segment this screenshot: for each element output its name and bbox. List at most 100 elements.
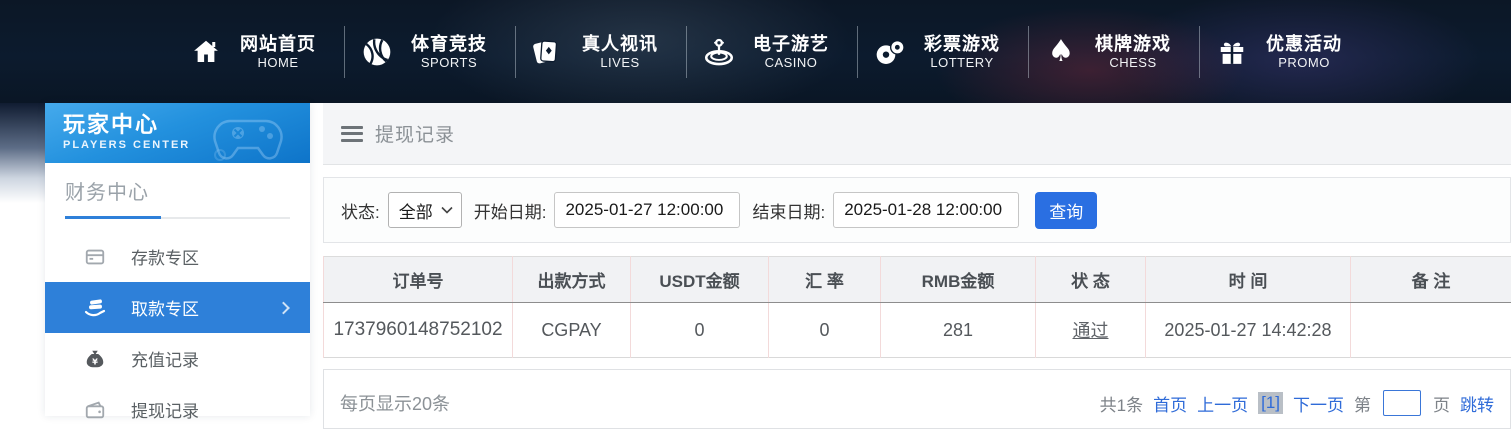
- col-exchange-rate: 汇 率: [769, 257, 881, 303]
- col-status: 状 态: [1036, 257, 1146, 303]
- nav-item-home[interactable]: 网站首页 HOME: [188, 32, 330, 72]
- nav-divider: [1028, 26, 1029, 78]
- status-select-value: 全部: [399, 198, 433, 223]
- table-header-row: 订单号 出款方式 USDT金额 汇 率 RMB金额 状 态 时 间 备 注: [324, 257, 1511, 303]
- nav-divider: [344, 26, 345, 78]
- col-time: 时 间: [1146, 257, 1351, 303]
- sidebar-divider: [65, 217, 290, 219]
- nav-label: 棋牌游戏: [1095, 33, 1171, 55]
- sidebar-item-label: 提现记录: [131, 397, 199, 422]
- jump-button[interactable]: 跳转: [1460, 391, 1494, 416]
- nav-item-lives[interactable]: 真人视讯 LIVES: [530, 32, 672, 72]
- lottery-balls-icon: [872, 32, 908, 72]
- start-date-input[interactable]: [554, 192, 740, 228]
- nav-sublabel: PROMO: [1266, 55, 1342, 71]
- nav-sublabel: HOME: [240, 55, 316, 71]
- cell-rmb-amount: 281: [881, 303, 1036, 358]
- sidebar-item-withdraw[interactable]: 取款专区: [45, 282, 310, 333]
- cell-status: 通过: [1036, 303, 1146, 358]
- nav-label: 电子游艺: [753, 33, 829, 55]
- pagination-panel: 每页显示20条 共1条 首页 上一页 [1] 下一页 第 页 跳转: [323, 369, 1511, 429]
- end-date-label: 结束日期:: [752, 198, 825, 223]
- jump-page-input[interactable]: [1383, 390, 1421, 416]
- first-page-link[interactable]: 首页: [1153, 391, 1187, 416]
- sidebar-item-label: 取款专区: [131, 295, 199, 320]
- sidebar-item-withdraw-records[interactable]: 提现记录: [45, 384, 310, 435]
- query-button[interactable]: 查询: [1035, 192, 1097, 229]
- nav-label: 体育竞技: [411, 33, 487, 55]
- sidebar-item-deposit[interactable]: 存款专区: [45, 231, 310, 282]
- cell-payout-method: CGPAY: [513, 303, 631, 358]
- nav-sublabel: CHESS: [1095, 55, 1171, 71]
- deposit-card-icon: [83, 245, 107, 269]
- per-page-text: 每页显示20条: [340, 390, 450, 416]
- nav-label: 网站首页: [240, 33, 316, 55]
- page-title: 提现记录: [375, 120, 455, 147]
- col-remark: 备 注: [1351, 257, 1511, 303]
- nav-item-chess[interactable]: ♠ 棋牌游戏 CHESS: [1043, 32, 1185, 72]
- start-date-label: 开始日期:: [474, 198, 547, 223]
- filter-panel: 状态: 全部 开始日期: 结束日期: 查询: [323, 177, 1511, 243]
- menu-list-icon: [341, 126, 363, 142]
- spade-icon: ♠: [1043, 32, 1079, 72]
- col-payout-method: 出款方式: [513, 257, 631, 303]
- nav-row: 网站首页 HOME 体育竞技 SPORTS: [0, 26, 1356, 78]
- nav-label: 优惠活动: [1266, 33, 1342, 55]
- status-passed-link[interactable]: 通过: [1073, 321, 1109, 341]
- svg-text:¥: ¥: [92, 356, 98, 366]
- nav-label: 真人视讯: [582, 33, 658, 55]
- cards-icon: [530, 32, 566, 72]
- nav-divider: [857, 26, 858, 78]
- cell-order-no: 1737960148752102: [324, 303, 513, 358]
- total-count: 共1条: [1100, 391, 1143, 416]
- jump-prefix: 第: [1354, 391, 1371, 416]
- gamepad-icon: [200, 107, 300, 163]
- finance-center-title: 财务中心: [65, 176, 290, 205]
- top-navigation: 网站首页 HOME 体育竞技 SPORTS: [0, 0, 1511, 103]
- money-bag-icon: ¥: [83, 347, 107, 371]
- nav-sublabel: LOTTERY: [924, 55, 1000, 71]
- status-label: 状态:: [341, 198, 380, 223]
- nav-sublabel: CASINO: [753, 55, 829, 71]
- col-order-no: 订单号: [324, 257, 513, 303]
- current-page-badge: [1]: [1258, 392, 1283, 414]
- nav-sublabel: LIVES: [582, 55, 658, 71]
- page-body: 玩家中心 PLAYERS CENTER 财务中心: [0, 103, 1511, 416]
- left-edge-gradient: [0, 103, 45, 203]
- table-row: 1737960148752102 CGPAY 0 0 281 通过 2025-0…: [324, 303, 1511, 358]
- nav-item-promo[interactable]: 优惠活动 PROMO: [1214, 32, 1356, 72]
- sidebar-item-recharge-records[interactable]: ¥ 充值记录: [45, 333, 310, 384]
- wallet-icon: [83, 398, 107, 422]
- breadcrumb: 提现记录: [323, 103, 1511, 165]
- prev-page-link[interactable]: 上一页: [1197, 391, 1248, 416]
- nav-sublabel: SPORTS: [411, 55, 487, 71]
- pager-controls: 共1条 首页 上一页 [1] 下一页 第 页 跳转: [1100, 390, 1494, 416]
- next-page-link[interactable]: 下一页: [1293, 391, 1344, 416]
- cell-usdt-amount: 0: [631, 303, 769, 358]
- home-icon: [188, 32, 224, 72]
- sidebar-item-label: 存款专区: [131, 244, 199, 269]
- nav-divider: [515, 26, 516, 78]
- col-usdt-amount: USDT金额: [631, 257, 769, 303]
- basketball-icon: [359, 32, 395, 72]
- nav-item-lottery[interactable]: 彩票游戏 LOTTERY: [872, 32, 1014, 72]
- nav-label: 彩票游戏: [924, 33, 1000, 55]
- sidebar-header: 玩家中心 PLAYERS CENTER: [45, 103, 310, 163]
- nav-item-casino[interactable]: 电子游艺 CASINO: [701, 32, 843, 72]
- status-select[interactable]: 全部: [388, 192, 462, 228]
- sidebar-menu: 存款专区 取款专区 ¥: [45, 231, 310, 435]
- nav-divider: [1199, 26, 1200, 78]
- withdraw-hand-icon: [83, 296, 107, 320]
- sidebar-section: 财务中心: [45, 163, 310, 205]
- cell-time: 2025-01-27 14:42:28: [1146, 303, 1351, 358]
- end-date-input[interactable]: [833, 192, 1019, 228]
- roulette-icon: [701, 32, 737, 72]
- col-rmb-amount: RMB金额: [881, 257, 1036, 303]
- jump-suffix: 页: [1433, 391, 1450, 416]
- cell-exchange-rate: 0: [769, 303, 881, 358]
- chevron-down-icon: [441, 206, 453, 214]
- nav-item-sports[interactable]: 体育竞技 SPORTS: [359, 32, 501, 72]
- player-center-sidebar: 玩家中心 PLAYERS CENTER 财务中心: [45, 103, 310, 416]
- sidebar-item-label: 充值记录: [131, 346, 199, 371]
- nav-divider: [686, 26, 687, 78]
